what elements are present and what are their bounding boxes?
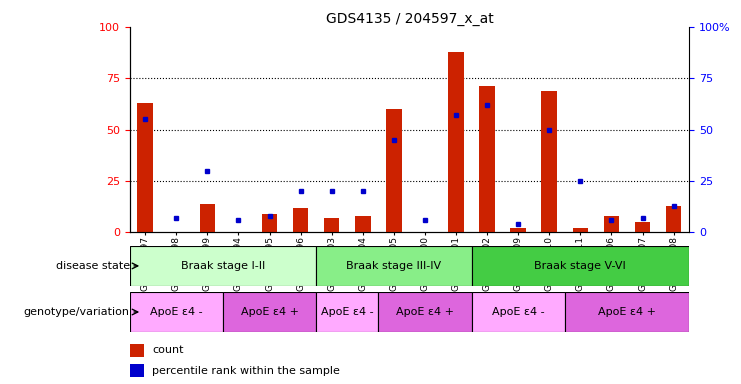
Text: ApoE ε4 -: ApoE ε4 - — [321, 307, 373, 317]
Bar — [316, 246, 471, 286]
Bar — [316, 292, 379, 332]
Bar — [666, 205, 682, 232]
Bar — [324, 218, 339, 232]
Bar — [448, 51, 464, 232]
Text: genotype/variation: genotype/variation — [24, 307, 130, 317]
Bar — [511, 228, 526, 232]
Bar — [386, 109, 402, 232]
Text: ApoE ε4 -: ApoE ε4 - — [150, 307, 202, 317]
Bar — [379, 292, 471, 332]
Bar — [199, 204, 215, 232]
Text: Braak stage I-II: Braak stage I-II — [181, 261, 265, 271]
Text: ApoE ε4 +: ApoE ε4 + — [396, 307, 454, 317]
Text: Braak stage III-IV: Braak stage III-IV — [346, 261, 442, 271]
Text: Braak stage V-VI: Braak stage V-VI — [534, 261, 626, 271]
Bar — [130, 344, 144, 357]
Bar — [471, 246, 689, 286]
Bar — [635, 222, 651, 232]
Bar — [130, 292, 223, 332]
Bar — [479, 86, 495, 232]
Bar — [130, 364, 144, 377]
Text: disease state: disease state — [56, 261, 130, 271]
Bar — [293, 208, 308, 232]
Bar — [262, 214, 277, 232]
Bar — [604, 216, 619, 232]
Text: ApoE ε4 -: ApoE ε4 - — [492, 307, 545, 317]
Bar — [542, 91, 557, 232]
Title: GDS4135 / 204597_x_at: GDS4135 / 204597_x_at — [325, 12, 494, 26]
Bar — [355, 216, 370, 232]
Text: ApoE ε4 +: ApoE ε4 + — [598, 307, 656, 317]
Text: percentile rank within the sample: percentile rank within the sample — [152, 366, 340, 376]
Bar — [223, 292, 316, 332]
Bar — [130, 246, 316, 286]
Bar — [573, 228, 588, 232]
Bar — [565, 292, 689, 332]
Bar — [137, 103, 153, 232]
Bar — [471, 292, 565, 332]
Text: ApoE ε4 +: ApoE ε4 + — [241, 307, 299, 317]
Text: count: count — [152, 345, 184, 355]
